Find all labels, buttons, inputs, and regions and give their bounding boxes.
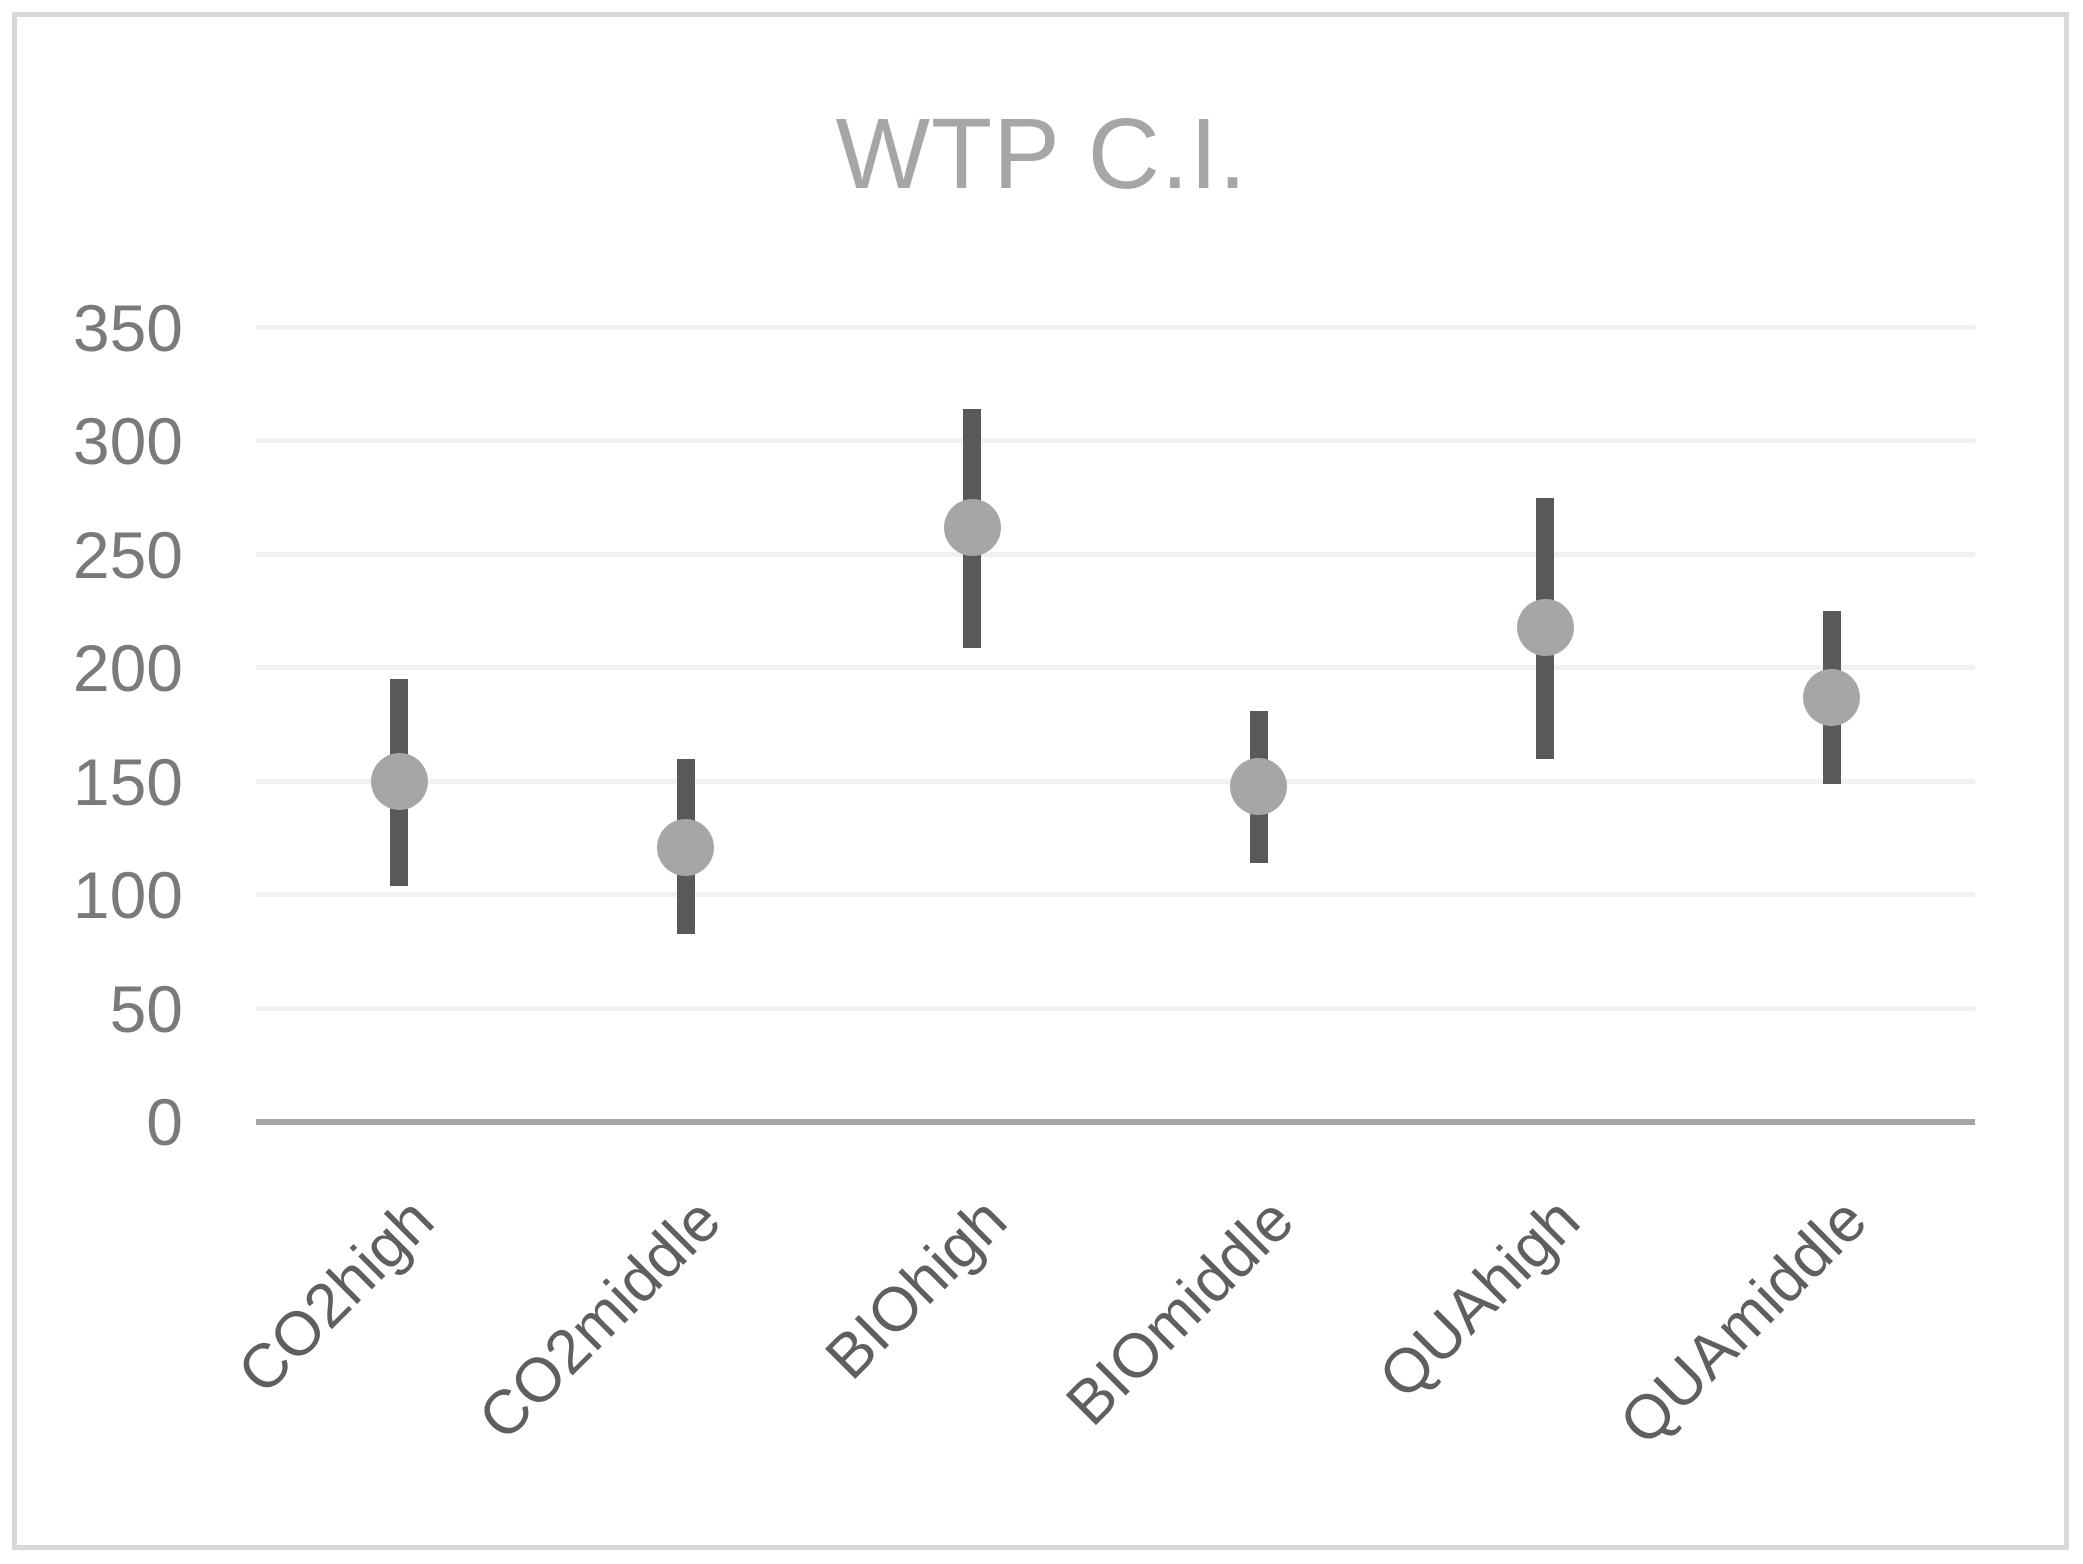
- x-category-label: CO2high: [225, 1185, 448, 1407]
- y-tick-label: 150: [72, 744, 183, 819]
- gridline: [256, 551, 1975, 557]
- y-tick-label: 100: [72, 858, 183, 932]
- gridline: [256, 778, 1975, 784]
- y-tick-label: 200: [72, 631, 183, 705]
- gridline: [256, 1005, 1975, 1011]
- x-category-label: BIOmiddle: [1053, 1185, 1307, 1439]
- data-point-marker: [1230, 757, 1288, 815]
- y-tick-label: 350: [72, 290, 183, 365]
- gridline: [256, 324, 1975, 330]
- data-point-marker: [370, 753, 428, 810]
- data-point-marker: [943, 498, 1001, 556]
- chart-title: WTP C.I.: [835, 98, 1248, 210]
- y-tick-label: 50: [109, 971, 183, 1046]
- gridline: [256, 438, 1975, 443]
- y-tick-label: 300: [72, 404, 183, 478]
- x-category-label: CO2middle: [465, 1185, 734, 1454]
- x-category-label: QUAmiddle: [1606, 1185, 1880, 1459]
- x-axis-line: [256, 1119, 1975, 1125]
- gridline: [256, 892, 1975, 897]
- gridline: [256, 665, 1975, 670]
- y-tick-label: 0: [146, 1085, 183, 1159]
- x-category-label: BIOhigh: [813, 1185, 1021, 1393]
- data-point-marker: [1516, 598, 1574, 656]
- data-point-marker: [657, 818, 715, 876]
- x-category-label: QUAhigh: [1366, 1185, 1594, 1412]
- data-point-marker: [1803, 669, 1861, 726]
- y-tick-label: 250: [72, 517, 183, 592]
- chart-border: [12, 12, 2069, 1550]
